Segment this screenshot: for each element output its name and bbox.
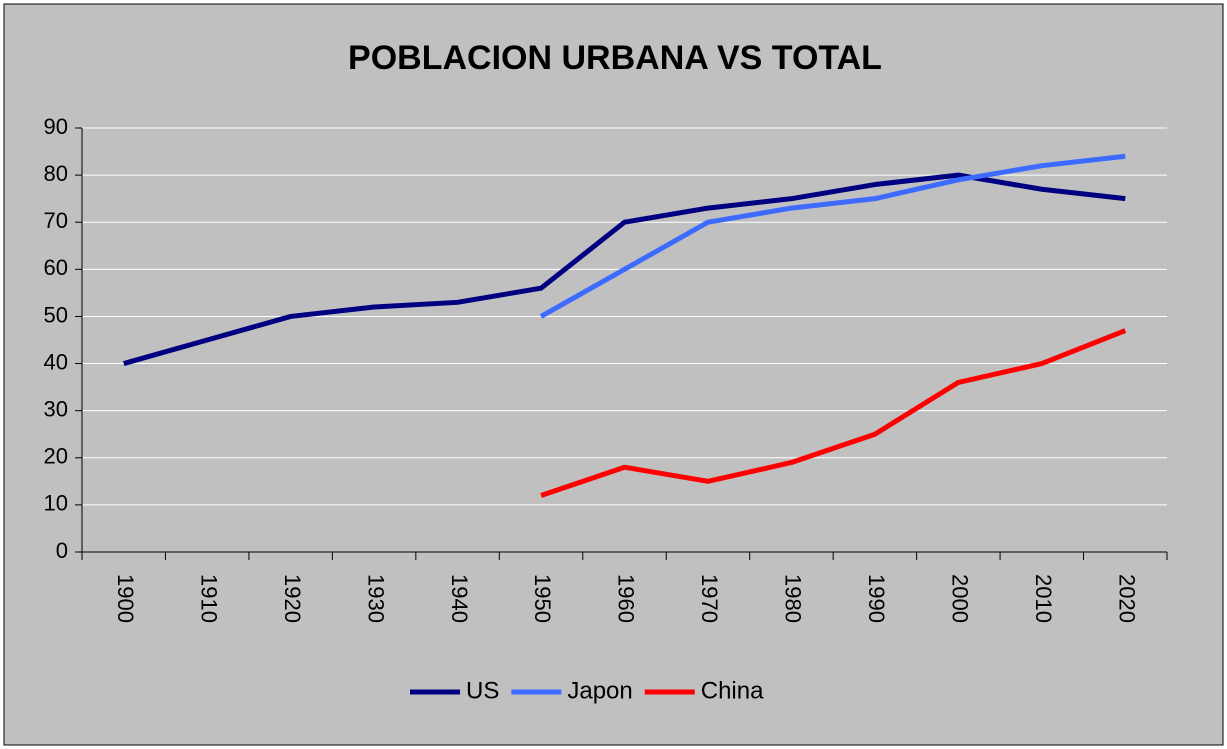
- series-line: [123, 172, 1126, 366]
- y-tick-label: 70: [44, 208, 68, 233]
- x-tick-label: 2000: [948, 574, 973, 623]
- legend-label: China: [701, 677, 764, 704]
- x-tick-label: 1940: [447, 574, 472, 623]
- x-tick-label: 1950: [530, 574, 555, 623]
- x-tick-label: 1930: [363, 574, 388, 623]
- y-tick-label: 0: [56, 538, 68, 563]
- x-tick-label: 1960: [614, 574, 639, 623]
- x-tick-label: 1910: [196, 574, 221, 623]
- y-tick-label: 50: [44, 302, 68, 327]
- x-tick-label: 1980: [781, 574, 806, 623]
- legend-label: US: [466, 677, 499, 704]
- series-line: [539, 153, 1126, 319]
- y-tick-label: 10: [44, 491, 68, 516]
- chart-title: POBLACION URBANA VS TOTAL: [348, 39, 882, 77]
- x-tick-label: 2020: [1114, 574, 1139, 623]
- x-tick-label: 1900: [113, 574, 138, 623]
- x-tick-label: 1970: [697, 574, 722, 623]
- y-tick-label: 30: [44, 396, 68, 421]
- y-tick-label: 40: [44, 349, 68, 374]
- y-tick-label: 20: [44, 444, 68, 469]
- y-tick-label: 60: [44, 255, 68, 280]
- y-tick-label: 90: [44, 114, 68, 139]
- chart-background: [3, 3, 1224, 746]
- y-tick-label: 80: [44, 161, 68, 186]
- x-tick-label: 2010: [1031, 574, 1056, 623]
- x-tick-label: 1920: [280, 574, 305, 623]
- x-tick-label: 1990: [864, 574, 889, 623]
- series-line: [540, 328, 1127, 498]
- legend-label: Japon: [567, 677, 632, 704]
